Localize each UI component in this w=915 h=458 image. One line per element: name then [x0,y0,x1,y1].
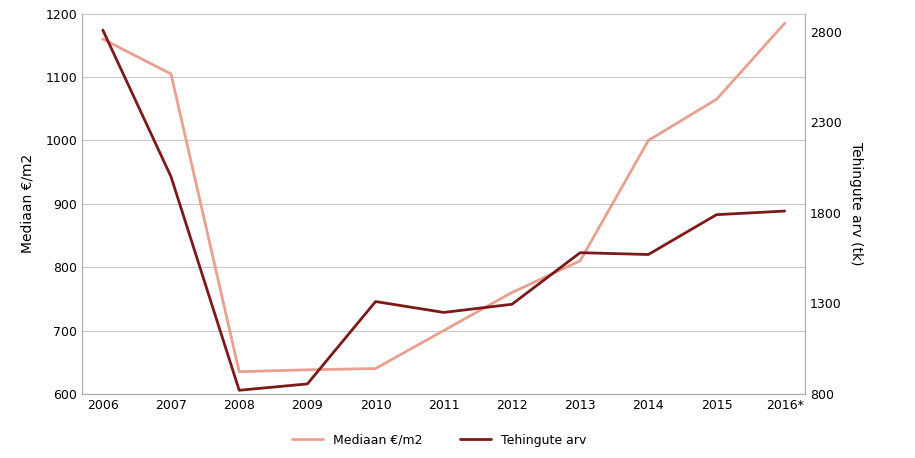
Legend: Mediaan €/m2, Tehingute arv: Mediaan €/m2, Tehingute arv [286,429,592,452]
Y-axis label: Tehingute arv (tk): Tehingute arv (tk) [849,142,863,266]
Y-axis label: Mediaan €/m2: Mediaan €/m2 [20,154,35,253]
